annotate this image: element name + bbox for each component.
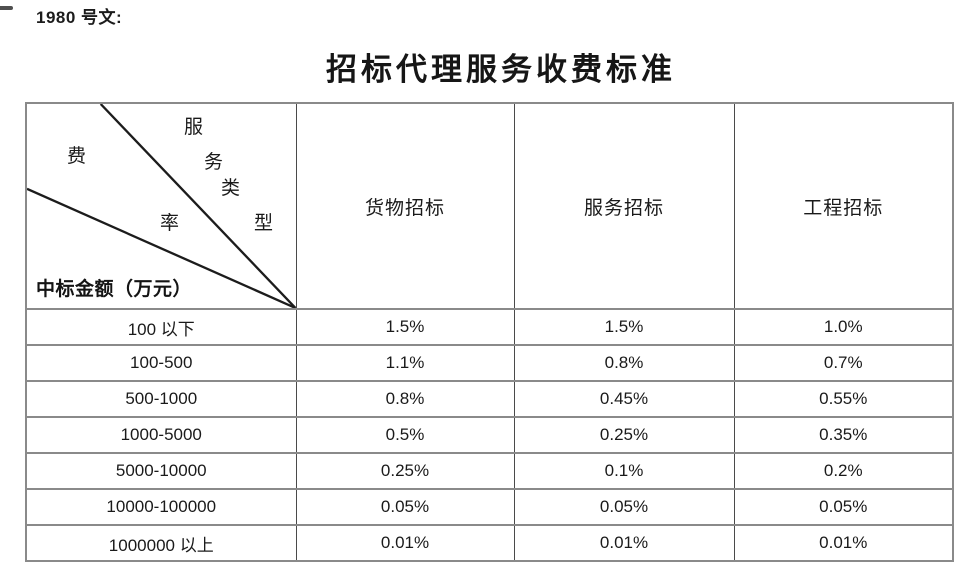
table-row: 100-500 1.1% 0.8% 0.7% xyxy=(25,344,954,382)
table-row: 1000-5000 0.5% 0.25% 0.35% xyxy=(25,416,954,454)
corner-char-service-4: 型 xyxy=(254,213,274,234)
page-title: 招标代理服务收费标准 xyxy=(326,52,676,87)
rate-value: 0.35% xyxy=(733,416,954,454)
table-row: 500-1000 0.8% 0.45% 0.55% xyxy=(25,380,954,418)
rate-value: 0.2% xyxy=(733,452,954,490)
corner-char-service-1: 服 xyxy=(184,117,204,138)
rate-value: 0.05% xyxy=(733,488,954,526)
row-label: 1000000 以上 xyxy=(25,524,297,562)
rate-value: 0.45% xyxy=(513,380,735,418)
column-header-service: 服务招标 xyxy=(513,102,735,310)
column-header-engineering: 工程招标 xyxy=(733,102,954,310)
row-label: 10000-100000 xyxy=(25,488,297,526)
rate-value: 0.8% xyxy=(295,380,515,418)
rate-value: 0.55% xyxy=(733,380,954,418)
rate-value: 1.5% xyxy=(513,308,735,346)
rate-value: 0.01% xyxy=(733,524,954,562)
table-row: 10000-100000 0.05% 0.05% 0.05% xyxy=(25,488,954,526)
rate-value: 1.1% xyxy=(295,344,515,382)
window-edge-artifact xyxy=(0,6,13,10)
rate-value: 0.01% xyxy=(513,524,735,562)
table-row: 1000000 以上 0.01% 0.01% 0.01% xyxy=(25,524,954,562)
rate-value: 0.7% xyxy=(733,344,954,382)
column-header-goods: 货物招标 xyxy=(295,102,515,310)
table-row: 100 以下 1.5% 1.5% 1.0% xyxy=(25,308,954,346)
rate-value: 0.01% xyxy=(295,524,515,562)
row-label: 1000-5000 xyxy=(25,416,297,454)
table-row: 5000-10000 0.25% 0.1% 0.2% xyxy=(25,452,954,490)
corner-char-fee-2: 率 xyxy=(160,213,180,234)
rate-value: 0.5% xyxy=(295,416,515,454)
rate-value: 0.1% xyxy=(513,452,735,490)
row-label: 100 以下 xyxy=(25,308,297,346)
title-container: 招标代理服务收费标准 xyxy=(0,44,976,89)
diagonal-corner-cell: 服 务 类 型 费 率 中标金额（万元） xyxy=(25,102,297,310)
row-label: 100-500 xyxy=(25,344,297,382)
rate-value: 1.5% xyxy=(295,308,515,346)
rate-value: 0.05% xyxy=(295,488,515,526)
amount-axis-label: 中标金额（万元） xyxy=(36,279,193,300)
document-number-label: 1980 号文: xyxy=(36,8,123,27)
rate-value: 0.05% xyxy=(513,488,735,526)
rate-value: 0.8% xyxy=(513,344,735,382)
table-header-row: 服 务 类 型 费 率 中标金额（万元） 货物招标 服务招标 工程招标 xyxy=(25,102,954,310)
row-label: 5000-10000 xyxy=(25,452,297,490)
corner-char-service-3: 类 xyxy=(221,178,241,199)
rate-value: 1.0% xyxy=(733,308,954,346)
rate-value: 0.25% xyxy=(513,416,735,454)
corner-char-fee-1: 费 xyxy=(67,146,87,167)
row-label: 500-1000 xyxy=(25,380,297,418)
fee-standard-table: 服 务 类 型 费 率 中标金额（万元） 货物招标 服务招标 工程招标 100 … xyxy=(25,102,954,562)
diagonal-lines xyxy=(27,104,296,308)
corner-char-service-2: 务 xyxy=(204,152,224,173)
rate-value: 0.25% xyxy=(295,452,515,490)
